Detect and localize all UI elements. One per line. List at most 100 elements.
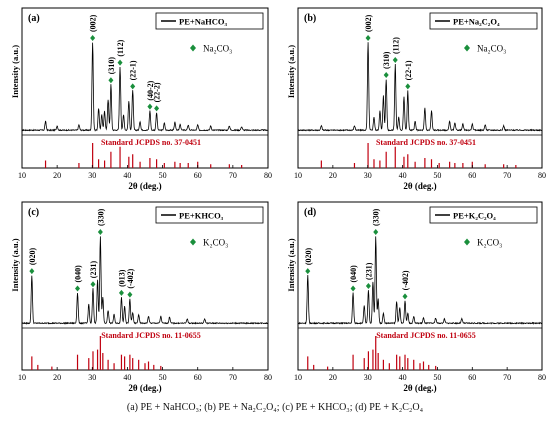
x-axis-label: 2θ (deg.) [128, 181, 161, 191]
x-tick-label: 10 [294, 171, 302, 180]
x-tick-label: 50 [433, 171, 441, 180]
y-axis-label: Intensity (a.u.) [10, 238, 20, 291]
legend-label: PE+NaHCO₃ [179, 17, 227, 27]
panel-label: (b) [304, 13, 316, 24]
x-tick-label: 30 [364, 373, 372, 382]
miller-index-label: (002) [89, 14, 98, 32]
miller-index-label: (013) [117, 269, 126, 287]
peak-annotation: (-402) [401, 270, 410, 300]
figure-caption: (a) PE + NaHCO₃; (b) PE + Na₂C₂O₄; (c) P… [126, 402, 424, 413]
diffraction-pattern [22, 42, 269, 132]
miller-index-label: (310) [382, 51, 391, 69]
x-tick-label: 80 [538, 373, 546, 382]
x-tick-label: 80 [264, 171, 272, 180]
phase-marker-diamond [305, 268, 311, 275]
peak-annotation: (231) [364, 262, 373, 289]
y-axis-label: Intensity (a.u.) [286, 45, 296, 98]
reference-sticks [44, 143, 243, 168]
xrd-panel-2: Standard JCPDS no. 37-0451 (002) (310)(112… [286, 7, 546, 191]
x-tick-label: 50 [433, 373, 441, 382]
peak-annotation: (020) [28, 247, 37, 275]
miller-index-label: (-402) [126, 268, 135, 288]
x-tick-label: 70 [229, 171, 237, 180]
miller-index-label: (22-1) [129, 60, 138, 80]
x-tick-label: 20 [53, 373, 61, 382]
x-tick-label: 70 [503, 171, 511, 180]
x-tick-label: 30 [364, 171, 372, 180]
x-tick-label: 60 [468, 171, 476, 180]
peak-annotation: (310) [107, 57, 116, 84]
x-tick-label: 50 [159, 171, 167, 180]
miller-index-label: (310) [107, 57, 116, 75]
x-tick-label: 30 [88, 373, 96, 382]
legend-label: PE+KHCO₃ [179, 211, 224, 221]
legend-label: PE+K₂C₂O₄ [453, 211, 496, 221]
phase-marker-diamond [118, 289, 124, 296]
phase-marker-diamond [130, 83, 136, 90]
miller-index-label: (002) [364, 14, 373, 32]
x-axis-label: 2θ (deg.) [403, 181, 436, 191]
x-tick-label: 50 [159, 373, 167, 382]
legend-label: PE+Na₂C₂O₄ [453, 17, 500, 27]
x-tick-label: 30 [88, 171, 96, 180]
marker-legend-label: Na₂CO₃ [477, 44, 506, 54]
reference-label: Standard JCPDS no. 11-0655 [376, 331, 476, 340]
peak-annotation: (22-1) [404, 60, 413, 90]
plot-frame [297, 7, 543, 169]
x-tick-label: 40 [399, 171, 407, 180]
phase-marker-diamond [97, 229, 103, 235]
miller-index-label: (040) [74, 265, 83, 283]
phase-marker-diamond [350, 285, 356, 292]
peak-annotation: (330) [372, 208, 381, 235]
peak-annotation: (231) [89, 261, 98, 288]
reference-sticks [31, 336, 162, 370]
x-axis-label: 2θ (deg.) [403, 383, 436, 393]
x-tick-label: 60 [194, 171, 202, 180]
miller-index-label: (22-1) [404, 60, 413, 80]
x-tick-label: 40 [399, 373, 407, 382]
legend-box [429, 206, 538, 224]
xrd-panel-4: Standard JCPDS no. 11-0655 (020) (040) (231… [286, 201, 546, 393]
peak-annotation: (020) [304, 247, 313, 275]
peak-annotation: (040) [74, 265, 83, 292]
marker-legend-diamond [190, 44, 196, 52]
miller-index-label: (020) [304, 247, 313, 265]
x-tick-label: 70 [503, 373, 511, 382]
x-axis-label: 2θ (deg.) [128, 383, 161, 393]
peak-annotation: (013) [117, 269, 126, 296]
x-tick-label: 20 [329, 373, 337, 382]
phase-marker-diamond [154, 105, 160, 112]
phase-marker-diamond [373, 229, 379, 235]
miller-index-label: (040) [349, 265, 358, 283]
peak-annotation: (330) [96, 208, 105, 235]
plot-frame [297, 201, 543, 371]
miller-index-label: (40-2) [146, 80, 155, 100]
legend-box [155, 206, 264, 224]
peak-annotation: (22-1) [129, 60, 138, 90]
peak-annotation: (002) [89, 14, 98, 41]
marker-legend-diamond [464, 238, 470, 246]
miller-index-label: (020) [28, 247, 37, 265]
plot-frame [21, 7, 269, 169]
phase-marker-diamond [127, 291, 133, 298]
miller-index-label: (231) [364, 262, 373, 280]
phase-marker-diamond [90, 281, 96, 288]
miller-index-label: (330) [372, 208, 381, 226]
peak-annotation: (40-2) [146, 80, 155, 110]
x-tick-label: 10 [18, 171, 26, 180]
panel-label: (d) [304, 207, 316, 218]
x-tick-label: 10 [18, 373, 26, 382]
phase-marker-diamond [365, 35, 371, 41]
miller-index-label: (22-2) [153, 82, 162, 102]
peak-annotation: (22-2) [153, 82, 162, 112]
phase-marker-diamond [90, 35, 96, 41]
x-tick-label: 60 [194, 373, 202, 382]
legend-box [429, 12, 538, 30]
peak-annotation: (310) [382, 51, 391, 78]
x-tick-label: 10 [294, 373, 302, 382]
y-axis-label: Intensity (a.u.) [286, 238, 296, 291]
x-tick-label: 20 [53, 171, 61, 180]
reference-label: Standard JCPDS no. 37-0451 [101, 138, 201, 147]
reference-sticks [307, 336, 437, 370]
x-tick-label: 40 [123, 373, 131, 382]
